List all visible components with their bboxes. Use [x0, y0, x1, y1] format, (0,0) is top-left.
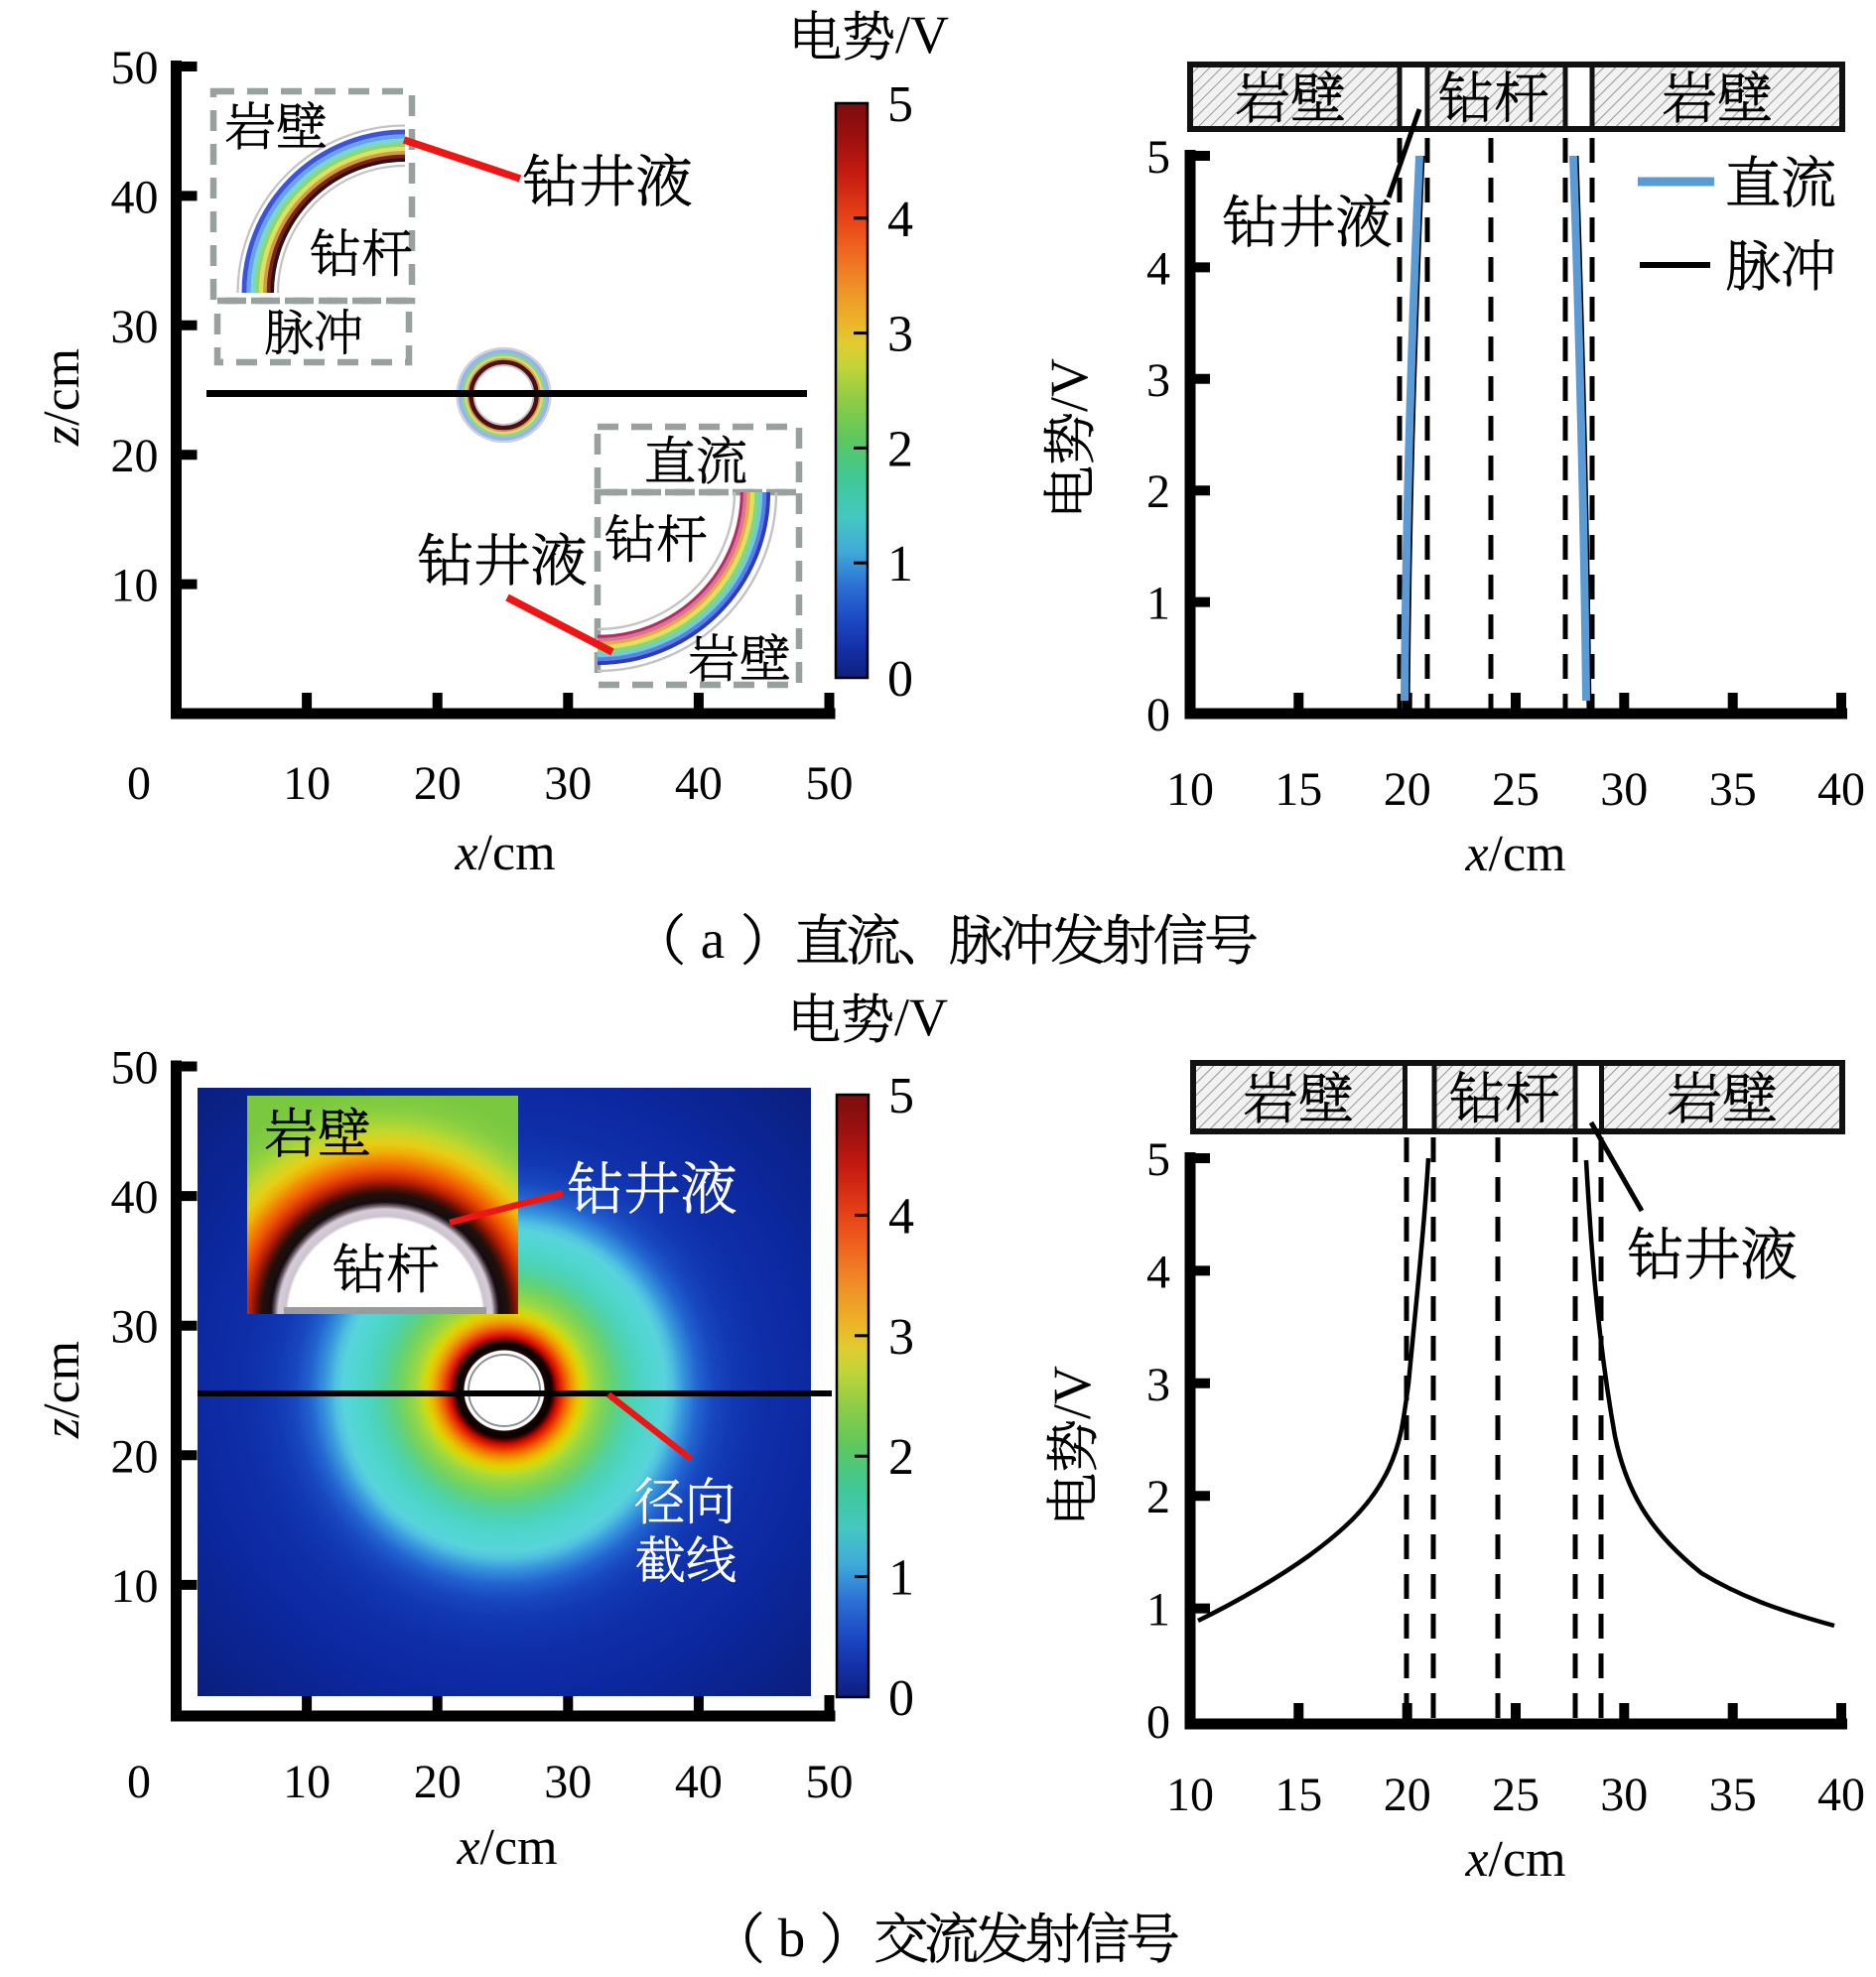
svg-text:3: 3 [1146, 354, 1170, 407]
svg-text:0: 0 [1146, 689, 1170, 741]
svg-text:40: 40 [675, 757, 723, 810]
svg-text:x/cm: x/cm [454, 825, 555, 881]
svg-text:40: 40 [675, 1756, 723, 1808]
svg-text:4: 4 [888, 1188, 914, 1245]
svg-text:1: 1 [888, 1550, 914, 1607]
svg-text:/V: /V [894, 988, 948, 1047]
svg-text:x/cm: x/cm [456, 1819, 557, 1876]
svg-text:/V: /V [895, 5, 949, 65]
svg-text:30: 30 [1600, 763, 1648, 816]
svg-text:15: 15 [1274, 1769, 1322, 1821]
svg-text:/V: /V [1039, 358, 1099, 412]
svg-text:z/cm: z/cm [34, 348, 90, 447]
svg-text:2: 2 [1146, 465, 1170, 518]
svg-text:10: 10 [283, 1756, 331, 1808]
svg-text:40: 40 [111, 171, 159, 223]
svg-text:20: 20 [1384, 763, 1431, 816]
svg-text:25: 25 [1492, 1769, 1540, 1821]
svg-text:0: 0 [127, 757, 151, 810]
svg-text:3: 3 [887, 307, 913, 363]
svg-text:50: 50 [111, 42, 159, 94]
svg-text:2: 2 [1146, 1471, 1170, 1523]
svg-text:20: 20 [111, 1430, 159, 1483]
svg-text:10: 10 [111, 1560, 159, 1613]
svg-text:40: 40 [1817, 763, 1865, 816]
svg-text:1: 1 [1146, 1584, 1170, 1637]
svg-text:40: 40 [111, 1171, 159, 1224]
svg-text:/V: /V [1042, 1366, 1102, 1419]
svg-text:0: 0 [887, 651, 913, 708]
svg-text:20: 20 [414, 1756, 462, 1808]
svg-text:50: 50 [806, 757, 854, 810]
svg-text:0: 0 [127, 1756, 151, 1808]
svg-text:5: 5 [1146, 1133, 1170, 1186]
svg-text:35: 35 [1709, 1769, 1757, 1821]
svg-text:40: 40 [1817, 1769, 1865, 1821]
svg-text:35: 35 [1709, 763, 1757, 816]
svg-text:30: 30 [1600, 1769, 1648, 1821]
svg-text:10: 10 [111, 560, 159, 612]
svg-text:30: 30 [111, 301, 159, 353]
svg-text:30: 30 [544, 1756, 592, 1808]
svg-text:5: 5 [888, 1068, 914, 1124]
svg-text:z/cm: z/cm [34, 1341, 90, 1439]
svg-text:30: 30 [111, 1301, 159, 1354]
svg-text:x/cm: x/cm [1464, 1831, 1565, 1888]
svg-text:4: 4 [887, 192, 913, 248]
svg-text:10: 10 [1166, 1769, 1214, 1821]
svg-text:25: 25 [1492, 763, 1540, 816]
svg-text:4: 4 [1146, 1246, 1170, 1298]
svg-text:30: 30 [544, 757, 592, 810]
svg-text:5: 5 [887, 76, 913, 133]
svg-text:20: 20 [414, 757, 462, 810]
svg-text:b: b [778, 1908, 806, 1968]
svg-text:20: 20 [1384, 1769, 1431, 1821]
svg-text:2: 2 [887, 421, 913, 477]
svg-text:2: 2 [888, 1429, 914, 1486]
svg-text:a: a [701, 909, 725, 970]
svg-text:3: 3 [888, 1309, 914, 1366]
svg-text:1: 1 [887, 536, 913, 593]
svg-text:15: 15 [1274, 763, 1322, 816]
svg-text:5: 5 [1146, 131, 1170, 184]
svg-text:20: 20 [111, 430, 159, 482]
svg-text:3: 3 [1146, 1359, 1170, 1411]
svg-text:0: 0 [888, 1670, 914, 1727]
svg-text:50: 50 [806, 1756, 854, 1808]
svg-text:x/cm: x/cm [1464, 826, 1565, 882]
svg-text:50: 50 [111, 1042, 159, 1095]
svg-text:4: 4 [1146, 242, 1170, 295]
svg-text:0: 0 [1146, 1696, 1170, 1749]
svg-text:10: 10 [283, 757, 331, 810]
svg-text:1: 1 [1146, 578, 1170, 630]
svg-text:10: 10 [1166, 763, 1214, 816]
